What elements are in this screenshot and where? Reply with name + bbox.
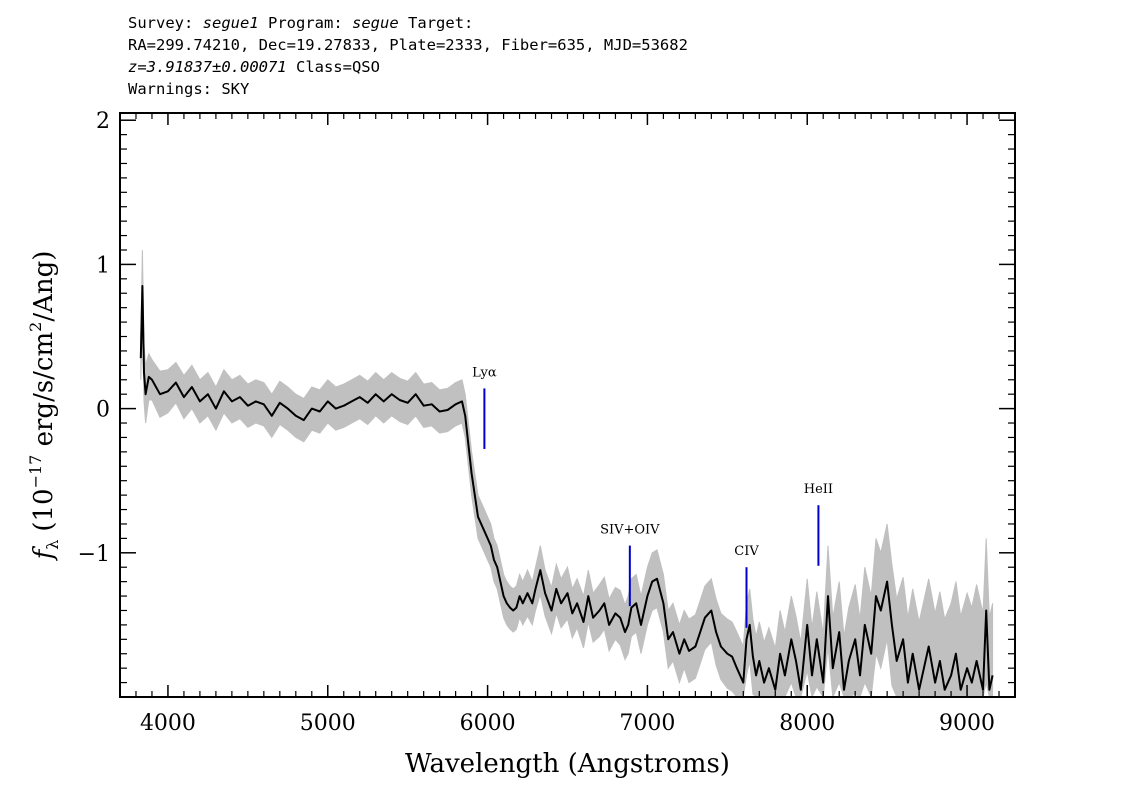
class-value: Class=QSO xyxy=(295,58,380,76)
x-tick-label: 9000 xyxy=(939,711,995,736)
header-line-4: Warnings: SKY xyxy=(128,80,250,98)
target-label: Target: xyxy=(408,14,474,32)
y-tick-label: 1 xyxy=(96,253,110,278)
y-axis-label-rest: erg/s/cm xyxy=(29,332,59,455)
program-value: segue xyxy=(352,14,399,32)
x-tick-label: 7000 xyxy=(619,711,675,736)
survey-value: segue1 xyxy=(202,14,259,32)
x-tick-label: 6000 xyxy=(460,711,516,736)
emission-line-label: CIV xyxy=(734,544,759,559)
annotation-layer: Lyα SIV+OIV CIV HeII xyxy=(472,365,833,628)
y-axis-label-exp: −17 xyxy=(26,455,45,489)
y-tick-label: 0 xyxy=(96,398,110,423)
header-line-2: RA=299.74210, Dec=19.27833, Plate=2333, … xyxy=(128,36,688,54)
x-tick-label: 8000 xyxy=(779,711,835,736)
tick-layer: 4000 5000 6000 7000 8000 9000 −1 0 1 2 xyxy=(78,109,1015,736)
y-tick-label: −1 xyxy=(78,542,110,567)
y-tick-label: 2 xyxy=(96,109,110,134)
emission-line-label: Lyα xyxy=(472,365,497,380)
y-axis-label: fλ(10−17 erg/s/cm2/Ang) xyxy=(26,251,62,562)
y-axis-label-units: (10 xyxy=(29,488,59,531)
y-axis-label-sub: λ xyxy=(43,540,62,550)
flux-line xyxy=(139,285,994,691)
header-line-3: z=3.91837±0.00071 Class=QSO xyxy=(128,56,688,78)
y-axis-label-exp2: 2 xyxy=(26,322,45,332)
y-axis-label-tail: /Ang) xyxy=(29,251,59,322)
x-axis-label: Wavelength (Angstroms) xyxy=(405,749,730,779)
header-line-1: Survey: segue1 Program: segue Target: xyxy=(128,12,688,34)
survey-label: Survey: xyxy=(128,14,194,32)
emission-line-label: HeII xyxy=(804,482,833,497)
emission-line-label: SIV+OIV xyxy=(600,523,660,538)
spectrum-header: Survey: segue1 Program: segue Target: RA… xyxy=(128,12,688,100)
redshift-value: z=3.91837±0.00071 xyxy=(128,58,287,76)
x-tick-label: 4000 xyxy=(140,711,196,736)
flux-layer xyxy=(139,285,994,691)
x-tick-label: 5000 xyxy=(300,711,356,736)
program-label: Program: xyxy=(268,14,343,32)
